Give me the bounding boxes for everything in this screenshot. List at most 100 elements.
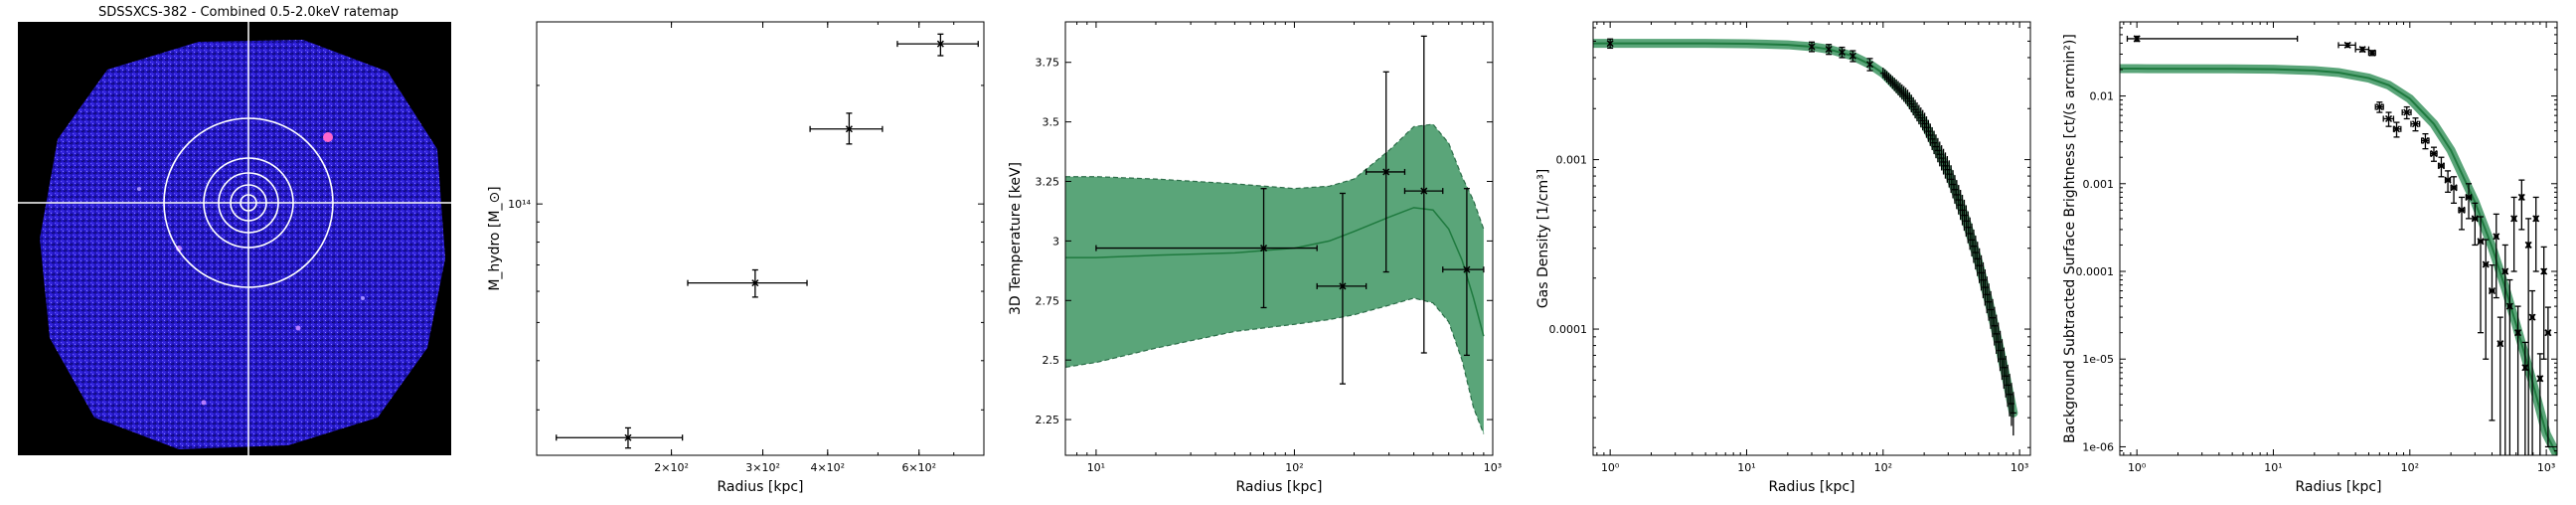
y-tick-label: 2.75 [1036,294,1060,307]
data-marker [2517,193,2525,201]
data-point [1403,35,1444,354]
x-tick-label: 10² [1285,461,1303,474]
data-marker [1865,61,1874,69]
y-tick-label: 3.75 [1036,57,1060,70]
data-marker [2458,206,2466,214]
data-point [1365,71,1406,273]
point-source [201,400,207,406]
x-axis-label: Radius [kpc] [2295,479,2381,495]
data-marker [2358,46,2366,54]
data-marker [2450,184,2458,192]
x-tick-label: 10³ [2537,461,2555,474]
x-axis-label: Radius [kpc] [717,479,803,495]
data-marker [936,40,944,48]
data-point [2430,146,2438,162]
y-tick-label: 1e-05 [2082,353,2114,366]
data-point [1442,188,1485,357]
data-marker [624,433,632,441]
point-source [295,325,301,331]
x-tick-label: 10¹ [1087,461,1105,474]
point-source [137,187,141,191]
data-marker [1808,43,1816,51]
data-marker [1606,40,1614,48]
point-source [361,296,365,300]
data-marker [2536,375,2544,383]
x-tick-label: 10² [2401,461,2419,474]
plot-frame [1064,21,1494,456]
data-marker [2505,302,2513,310]
data-point [2421,133,2430,150]
data-marker [1260,245,1268,252]
data-marker [1463,265,1471,273]
data-marker [2540,267,2548,275]
data-point [809,112,884,145]
confidence-band [1065,124,1484,434]
data-point [556,426,684,449]
surface-brightness-panel: 10⁰ 10¹ 10² 10³ 0.01 0.001 0.0001 1e-05 1e-06 Rad… [2062,21,2558,495]
data-marker [2501,267,2509,275]
y-tick-label: 2.25 [1036,414,1060,426]
data-point [2374,101,2384,113]
data-marker [2343,41,2351,49]
y-tick-label: 3.5 [1043,116,1060,129]
data-point [2410,117,2421,132]
data-point [2444,170,2452,193]
data-point [2540,246,2548,360]
plot-area [2120,35,2557,455]
data-marker [845,125,853,133]
data-point [2450,176,2458,205]
data-point [2401,105,2412,120]
data-point [1095,188,1318,309]
x-tick-label: 4×10² [810,461,845,474]
data-point [687,268,808,298]
x-tick-label: 3×10² [745,461,780,474]
x-tick-label: 10³ [1484,461,1502,474]
temperature-profile-panel: 10¹ 10² 10³ 2.25 2.5 2.75 3 3.25 3.5 3.75 Radius [… [1008,21,1502,495]
y-tick-label: 0.0001 [2076,265,2115,278]
y-tick-label: 0.01 [2090,90,2115,103]
emission-region [40,40,445,449]
data-marker [2514,329,2522,337]
data-marker [2368,49,2376,57]
data-point [896,33,979,57]
data-marker [2521,364,2529,372]
data-marker [1838,49,1846,57]
data-marker [1825,46,1833,54]
data-point [2528,289,2536,455]
data-point [2521,341,2529,455]
plot-frame [536,21,985,456]
data-marker [2528,313,2536,321]
y-tick-label: 3.25 [1036,176,1060,189]
band-upper-edge [1065,123,1485,230]
data-marker [2471,215,2479,223]
y-tick-label: 10¹⁴ [508,198,531,211]
y-axis-label: 3D Temperature [keV] [1008,162,1024,315]
data-point [2544,306,2552,448]
data-point [1838,46,1846,59]
density-profile-panel: 10⁰ 10¹ 10² 10³ 0.001 0.0001 Radius [kpc] Gas D… [1535,21,2031,495]
model-curve [1065,207,1485,337]
data-marker [1420,187,1428,195]
plot-area [556,33,979,449]
data-point [1606,38,1614,50]
y-axis-label: M_hydro [M_⊙] [487,186,503,290]
data-point [1316,192,1368,385]
data-point [2392,121,2402,138]
x-axis-label: Radius [kpc] [1768,479,1854,495]
data-marker [2444,176,2452,184]
x-tick-label: 10⁰ [1601,461,1620,474]
data-marker [2544,329,2552,337]
data-marker [2403,108,2411,116]
data-point [2471,202,2479,247]
y-tick-label: 3 [1052,235,1059,248]
data-point [2437,156,2445,178]
data-marker [2477,238,2485,246]
data-point [2510,196,2518,272]
point-source-bright [323,132,333,142]
data-marker [2524,241,2532,249]
data-marker [2493,233,2500,241]
y-tick-label: 2.5 [1043,354,1060,367]
data-point [2367,49,2376,57]
